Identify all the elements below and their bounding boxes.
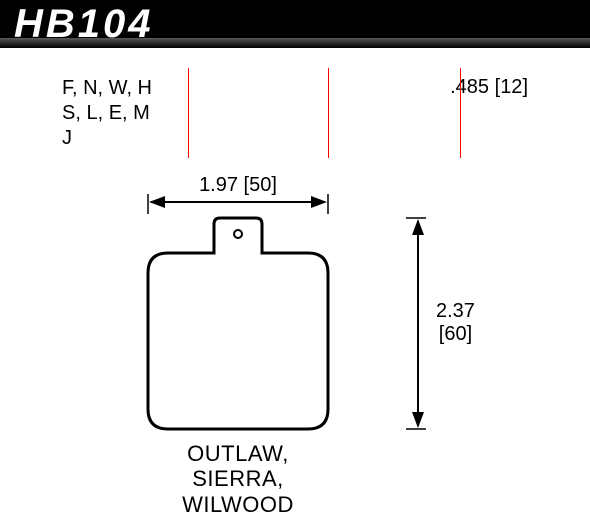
height-in: 2.37 bbox=[436, 300, 475, 323]
brand-names: OUTLAW, SIERRA, WILWOOD bbox=[148, 441, 328, 517]
brands-line1: OUTLAW, SIERRA, bbox=[148, 441, 328, 492]
height-dimension-label: 2.37 [60] bbox=[436, 300, 475, 346]
height-mm: 60 bbox=[444, 323, 466, 345]
brands-line2: WILWOOD bbox=[148, 492, 328, 517]
